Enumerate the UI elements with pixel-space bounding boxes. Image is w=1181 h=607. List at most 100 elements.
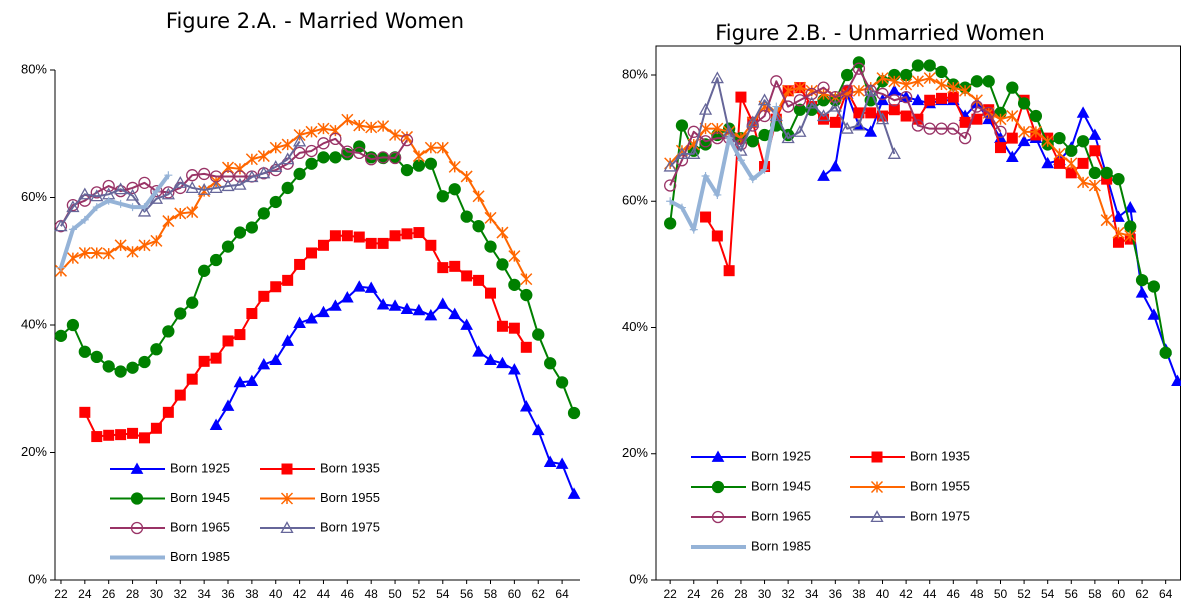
data-point bbox=[245, 170, 259, 183]
y-tick-label: 20% bbox=[622, 445, 648, 460]
legend-marker bbox=[711, 510, 725, 524]
data-point bbox=[970, 100, 984, 113]
data-point bbox=[1065, 157, 1078, 170]
data-point bbox=[413, 227, 425, 239]
data-point bbox=[936, 92, 948, 104]
legend-marker bbox=[711, 480, 725, 494]
data-point bbox=[828, 99, 842, 112]
data-point bbox=[269, 160, 283, 172]
data-point bbox=[958, 131, 972, 145]
data-point bbox=[876, 72, 889, 85]
data-point bbox=[911, 59, 925, 72]
legend-label: Born 1965 bbox=[751, 508, 811, 523]
data-point bbox=[221, 399, 235, 411]
data-point bbox=[935, 65, 948, 78]
series-line bbox=[669, 77, 896, 168]
data-point bbox=[748, 175, 757, 184]
data-point bbox=[664, 217, 677, 230]
data-point bbox=[793, 103, 807, 116]
data-point bbox=[770, 75, 783, 88]
data-point bbox=[532, 328, 545, 341]
data-point bbox=[971, 113, 983, 125]
x-tick-label: 40 bbox=[876, 587, 890, 601]
data-point bbox=[1089, 145, 1101, 157]
data-point bbox=[1123, 201, 1137, 213]
x-tick-label: 58 bbox=[484, 587, 498, 601]
legend-marker bbox=[280, 492, 294, 505]
data-point bbox=[816, 109, 831, 122]
data-point bbox=[1147, 280, 1161, 293]
x-tick-label: 56 bbox=[460, 587, 474, 601]
data-point bbox=[687, 147, 701, 159]
data-point bbox=[484, 211, 497, 224]
data-point bbox=[281, 152, 295, 165]
legend-label: Born 1945 bbox=[751, 478, 811, 493]
y-tick-label: 40% bbox=[622, 319, 648, 334]
data-point bbox=[663, 159, 677, 172]
data-point bbox=[675, 119, 689, 132]
x-tick-label: 34 bbox=[805, 587, 819, 601]
data-point bbox=[104, 196, 113, 205]
data-point bbox=[876, 87, 889, 101]
series-line bbox=[59, 173, 170, 269]
data-point bbox=[829, 116, 841, 128]
data-point bbox=[246, 308, 258, 320]
data-point bbox=[734, 143, 748, 156]
data-point bbox=[257, 166, 271, 179]
data-point bbox=[388, 151, 402, 165]
data-point bbox=[400, 302, 414, 314]
data-point bbox=[54, 329, 68, 342]
data-point bbox=[340, 291, 354, 303]
data-point bbox=[341, 230, 353, 242]
data-point bbox=[758, 109, 771, 123]
data-point bbox=[233, 226, 247, 239]
data-point bbox=[377, 120, 390, 133]
data-point bbox=[1100, 166, 1113, 179]
data-point bbox=[185, 181, 199, 193]
data-point bbox=[852, 118, 866, 131]
data-point bbox=[150, 422, 162, 434]
data-point bbox=[198, 355, 210, 367]
legend-marker bbox=[871, 451, 883, 463]
data-point bbox=[924, 94, 936, 106]
data-point bbox=[994, 125, 1007, 138]
data-point bbox=[1018, 125, 1031, 138]
legend-label: Born 1975 bbox=[910, 508, 970, 523]
x-tick-label: 54 bbox=[436, 587, 450, 601]
data-point bbox=[233, 177, 247, 190]
data-point bbox=[496, 320, 508, 332]
y-tick-label: 40% bbox=[21, 316, 47, 331]
data-point bbox=[959, 84, 972, 97]
data-point bbox=[746, 135, 759, 148]
data-point bbox=[1124, 220, 1137, 233]
x-tick-label: 44 bbox=[317, 587, 331, 601]
data-point bbox=[888, 94, 901, 107]
data-point bbox=[424, 141, 437, 154]
x-tick-label: 26 bbox=[102, 587, 116, 601]
chart-title: Figure 2.A. - Married Women bbox=[166, 9, 464, 33]
data-point bbox=[829, 90, 842, 104]
data-point bbox=[1006, 110, 1019, 123]
x-tick-label: 50 bbox=[388, 587, 402, 601]
data-point bbox=[710, 71, 724, 84]
data-point bbox=[508, 278, 521, 291]
x-tick-label: 40 bbox=[269, 587, 283, 601]
legend-label: Born 1975 bbox=[320, 519, 380, 534]
legend-label: Born 1985 bbox=[170, 549, 230, 564]
x-tick-label: 62 bbox=[1135, 587, 1149, 601]
data-point bbox=[1112, 173, 1125, 186]
x-tick-label: 26 bbox=[711, 587, 725, 601]
data-point bbox=[233, 170, 247, 183]
data-point bbox=[1076, 106, 1090, 118]
data-point bbox=[138, 355, 151, 369]
data-point bbox=[1088, 166, 1102, 179]
data-point bbox=[994, 142, 1006, 154]
data-point bbox=[449, 260, 461, 272]
data-point bbox=[793, 81, 806, 94]
data-point bbox=[805, 87, 818, 101]
data-point bbox=[92, 203, 101, 212]
data-point bbox=[90, 350, 103, 364]
data-point bbox=[234, 329, 246, 341]
data-point bbox=[221, 240, 235, 253]
data-point bbox=[152, 187, 161, 196]
